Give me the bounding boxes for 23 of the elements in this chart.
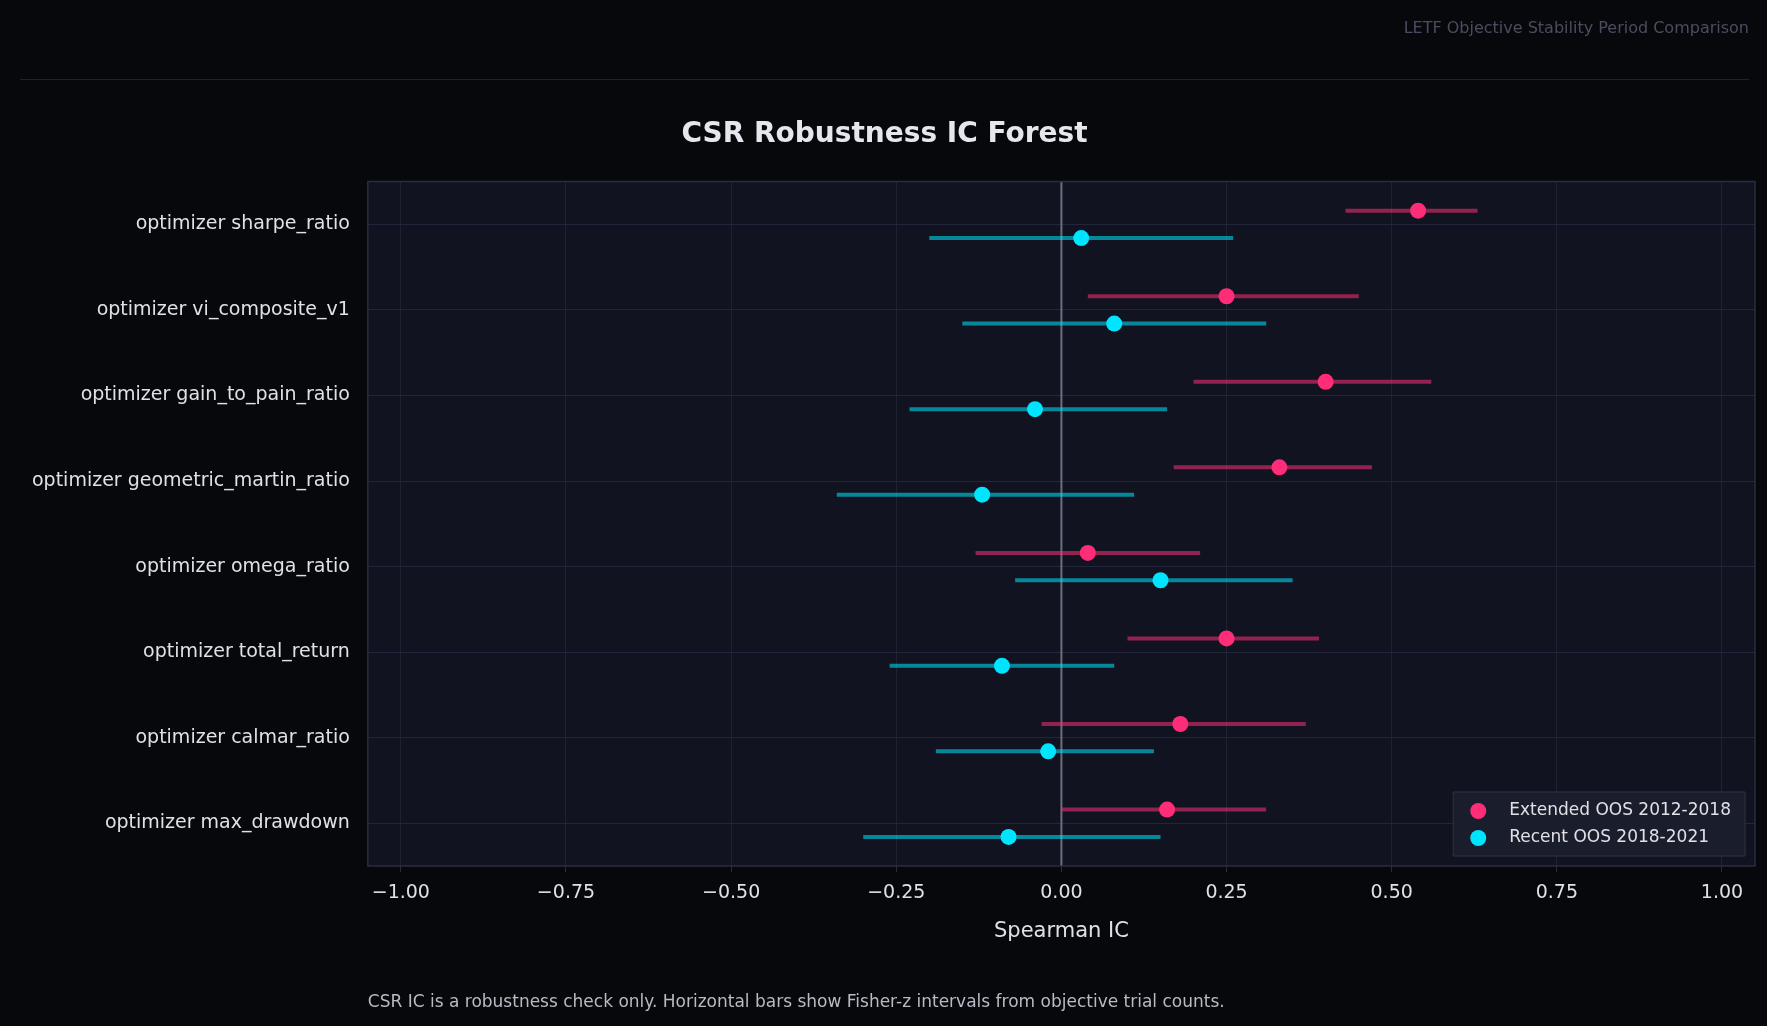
x-tick-label: −1.00 [371,880,430,903]
y-tick-label: optimizer calmar_ratio [135,724,350,748]
x-tick-label: −0.75 [536,880,596,903]
y-tick-label: optimizer total_return [143,639,350,663]
y-tick-label: optimizer sharpe_ratio [135,211,350,235]
chart-title: CSR Robustness IC Forest [681,116,1088,150]
y-tick-label: optimizer max_drawdown [104,810,350,834]
x-tick-label: 0.50 [1370,880,1413,903]
x-tick-label: 0.75 [1535,880,1578,903]
x-tick-label: 0.25 [1205,880,1248,903]
legend-label: Recent OOS 2018-2021 [1509,826,1710,847]
legend-label: Extended OOS 2012-2018 [1509,799,1731,820]
y-tick-label: optimizer gain_to_pain_ratio [80,382,350,406]
x-tick-label: 1.00 [1700,880,1744,903]
y-tick-label: optimizer omega_ratio [135,553,350,577]
x-axis-title: Spearman IC [993,917,1129,942]
x-tick-label: −0.25 [867,880,926,903]
y-tick-label: optimizer geometric_martin_ratio [31,467,350,491]
x-tick-label: −0.50 [702,880,761,903]
x-tick-label: 0.00 [1040,880,1083,903]
chart-subtitle: LETF Objective Stability Period Comparison [1403,18,1749,37]
y-tick-label: optimizer vi_composite_v1 [96,296,350,320]
text: CSR IC is a robustness check only. Horizontal bars show Fisher-z intervals from objective trial counts. [367,991,1225,1011]
